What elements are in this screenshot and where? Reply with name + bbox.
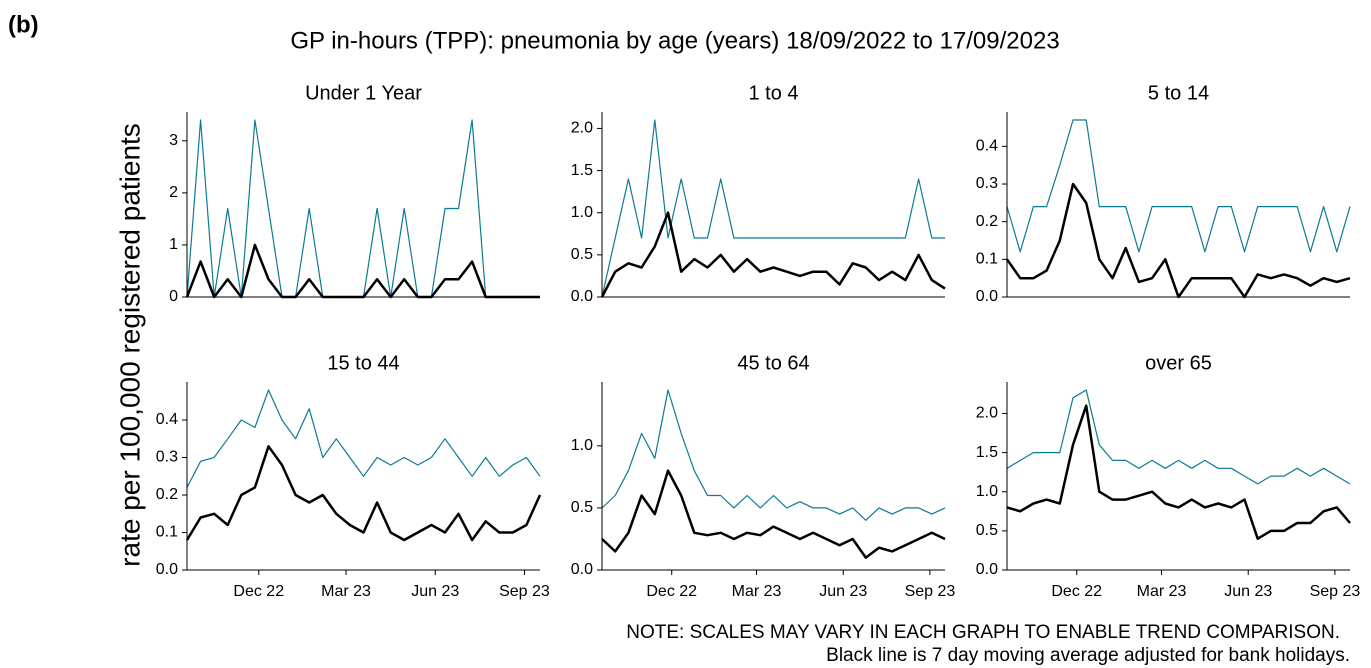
y-tick-label: 3 — [169, 132, 178, 149]
y-tick-label: 0.5 — [571, 499, 593, 516]
x-tick-label: Sep 23 — [905, 583, 956, 600]
x-tick-label: Mar 23 — [732, 583, 782, 600]
x-tick-label: Jun 23 — [411, 583, 459, 600]
panel-title: 5 to 14 — [1148, 82, 1209, 104]
y-tick-label: 2.0 — [976, 405, 998, 422]
y-tick-label: 0.3 — [156, 449, 178, 466]
panel-title: Under 1 Year — [305, 82, 422, 104]
y-tick-label: 0.0 — [976, 561, 998, 578]
panel-label: (b) — [8, 11, 39, 38]
series-line — [1006, 389, 1351, 485]
y-tick-label: 0.4 — [976, 138, 998, 155]
figure-title: GP in-hours (TPP): pneumonia by age (yea… — [290, 27, 1059, 54]
series-line — [185, 445, 542, 542]
y-tick-label: 0.2 — [976, 213, 998, 230]
x-tick-label: Dec 22 — [646, 583, 697, 600]
x-tick-label: Sep 23 — [499, 583, 550, 600]
x-tick-label: Dec 22 — [1051, 583, 1102, 600]
y-tick-label: 1.5 — [976, 444, 998, 461]
note: Black line is 7 day moving average adjus… — [826, 645, 1350, 666]
panel-title: 45 to 64 — [737, 352, 809, 374]
series-line — [601, 119, 945, 298]
y-tick-label: 1.0 — [571, 437, 593, 454]
x-tick-label: Sep 23 — [1310, 583, 1361, 600]
y-tick-label: 1.0 — [976, 483, 998, 500]
panel-title: over 65 — [1145, 352, 1212, 374]
series-line — [601, 469, 946, 559]
x-tick-label: Dec 22 — [233, 583, 284, 600]
y-tick-label: 0.4 — [156, 411, 178, 428]
y-tick-label: 0.0 — [156, 561, 178, 578]
y-tick-label: 0.0 — [571, 288, 593, 305]
panel-title: 1 to 4 — [748, 82, 798, 104]
y-tick-label: 0.5 — [571, 246, 593, 263]
y-tick-label: 0.5 — [976, 522, 998, 539]
y-tick-label: 0.0 — [571, 561, 593, 578]
panel-title: 15 to 44 — [327, 352, 399, 374]
x-tick-label: Mar 23 — [321, 583, 371, 600]
x-tick-label: Mar 23 — [1137, 583, 1187, 600]
series-line — [1005, 182, 1351, 299]
y-tick-label: 1.0 — [571, 204, 593, 221]
y-tick-label: 1 — [169, 236, 178, 253]
series-line — [1006, 119, 1351, 253]
y-tick-label: 0 — [169, 288, 178, 305]
x-tick-label: Jun 23 — [819, 583, 867, 600]
series-line — [186, 389, 541, 488]
y-tick-label: 0.3 — [976, 175, 998, 192]
y-tick-label: 0.2 — [156, 486, 178, 503]
note: NOTE: SCALES MAY VARY IN EACH GRAPH TO E… — [626, 622, 1340, 643]
series-line — [1006, 404, 1351, 540]
x-tick-label: Jun 23 — [1224, 583, 1272, 600]
y-tick-label: 0.1 — [976, 251, 998, 268]
y-tick-label: 2.0 — [571, 120, 593, 137]
y-tick-label: 1.5 — [571, 162, 593, 179]
y-tick-label: 2 — [169, 184, 178, 201]
y-axis-label: rate per 100,000 registered patients — [114, 123, 145, 567]
y-tick-label: 0.1 — [156, 524, 178, 541]
y-tick-label: 0.0 — [976, 288, 998, 305]
series-line — [601, 389, 946, 521]
series-line — [600, 211, 946, 298]
series-line — [186, 119, 540, 298]
